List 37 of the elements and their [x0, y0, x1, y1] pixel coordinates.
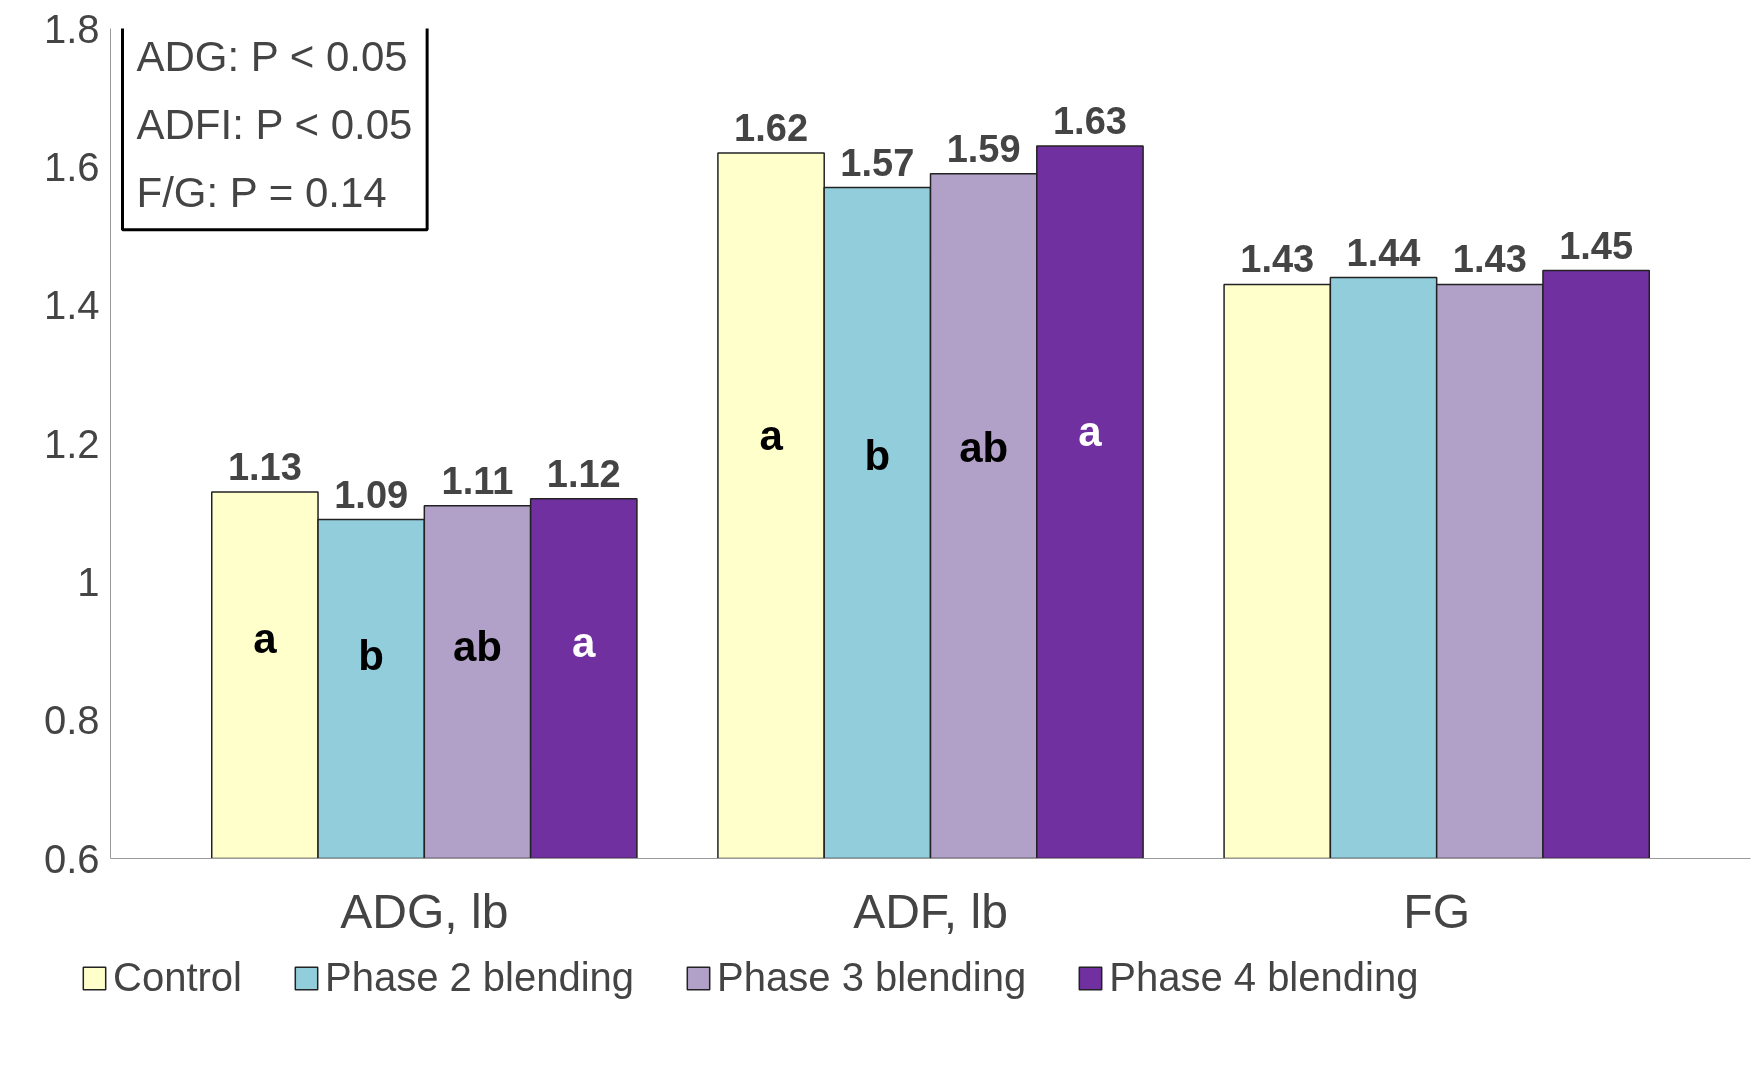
annotation: b: [864, 432, 891, 480]
annotation: F/G: P = 0.14: [136, 168, 387, 216]
data-label: 1.12: [546, 452, 621, 495]
y-tick-label: 1: [77, 559, 100, 604]
x-tick-label: ADF, lb: [853, 884, 1008, 938]
annotation: ADFI: P < 0.05: [136, 100, 413, 148]
legend-label: Phase 2 blending: [324, 955, 635, 1000]
y-tick-label: 1.4: [43, 283, 100, 328]
y-tick-label: 0.6: [43, 836, 100, 881]
data-label: 1.09: [334, 473, 409, 516]
data-label: 1.13: [227, 445, 302, 488]
x-tick-label: FG: [1403, 884, 1470, 938]
data-label: 1.43: [1452, 238, 1527, 281]
y-tick-label: 1.8: [43, 6, 100, 51]
data-label: 1.43: [1240, 238, 1315, 281]
data-label: 1.11: [441, 459, 514, 502]
x-tick-label: ADG, lb: [340, 884, 509, 938]
data-label: 1.44: [1346, 231, 1421, 274]
annotation: a: [572, 619, 597, 667]
y-tick-label: 1.6: [43, 144, 100, 189]
legend-label: Control: [113, 955, 242, 1000]
annotation: a: [1078, 407, 1103, 455]
data-label: 1.45: [1559, 224, 1634, 267]
annotation: a: [253, 615, 278, 663]
annotation: b: [358, 631, 385, 679]
annotation: ab: [959, 424, 1009, 472]
data-label: 1.57: [840, 141, 915, 184]
data-label: 1.63: [1052, 100, 1127, 143]
data-label: 1.62: [734, 107, 809, 149]
data-label: 1.59: [946, 127, 1021, 170]
annotation: ab: [452, 623, 502, 671]
annotation: a: [759, 411, 784, 459]
legend-label: Phase 4 blending: [1109, 955, 1419, 1000]
annotation: ADG: P < 0.05: [136, 32, 408, 80]
y-tick-label: 0.8: [43, 698, 100, 743]
y-tick-label: 1.2: [43, 421, 100, 466]
legend-label: Phase 3 blending: [717, 955, 1027, 1000]
